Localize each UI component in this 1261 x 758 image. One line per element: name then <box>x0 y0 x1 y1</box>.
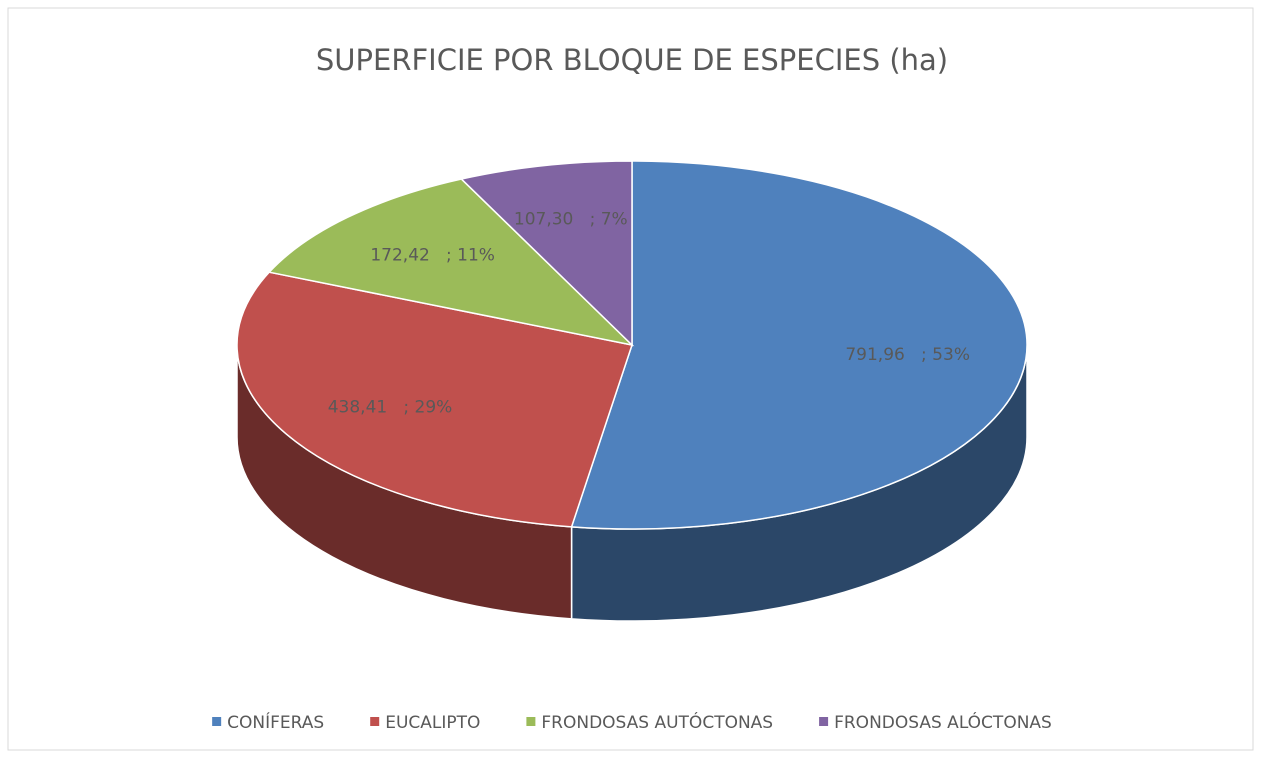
slice <box>267 178 635 347</box>
legend-swatch <box>819 717 829 726</box>
legend-swatch <box>370 717 380 726</box>
data-label: 107,30 ; 7% <box>514 209 628 229</box>
legend-swatch <box>212 717 222 726</box>
data-label: 791,96 ; 53% <box>845 345 970 365</box>
legend-label: EUCALIPTO <box>385 713 480 733</box>
legend-label: FRONDOSAS ALÓCTONAS <box>834 711 1052 733</box>
slice <box>570 160 1028 530</box>
legend-label: FRONDOSAS AUTÓCTONAS <box>541 711 773 733</box>
slice <box>236 271 633 528</box>
legend-swatch <box>526 717 536 726</box>
data-label: 172,42 ; 11% <box>370 246 495 266</box>
data-label: 438,41 ; 29% <box>328 397 453 417</box>
slice <box>459 160 633 347</box>
chart-title: SUPERFICIE POR BLOQUE DE ESPECIES (ha) <box>316 43 948 77</box>
legend-label: CONÍFERAS <box>227 711 324 733</box>
